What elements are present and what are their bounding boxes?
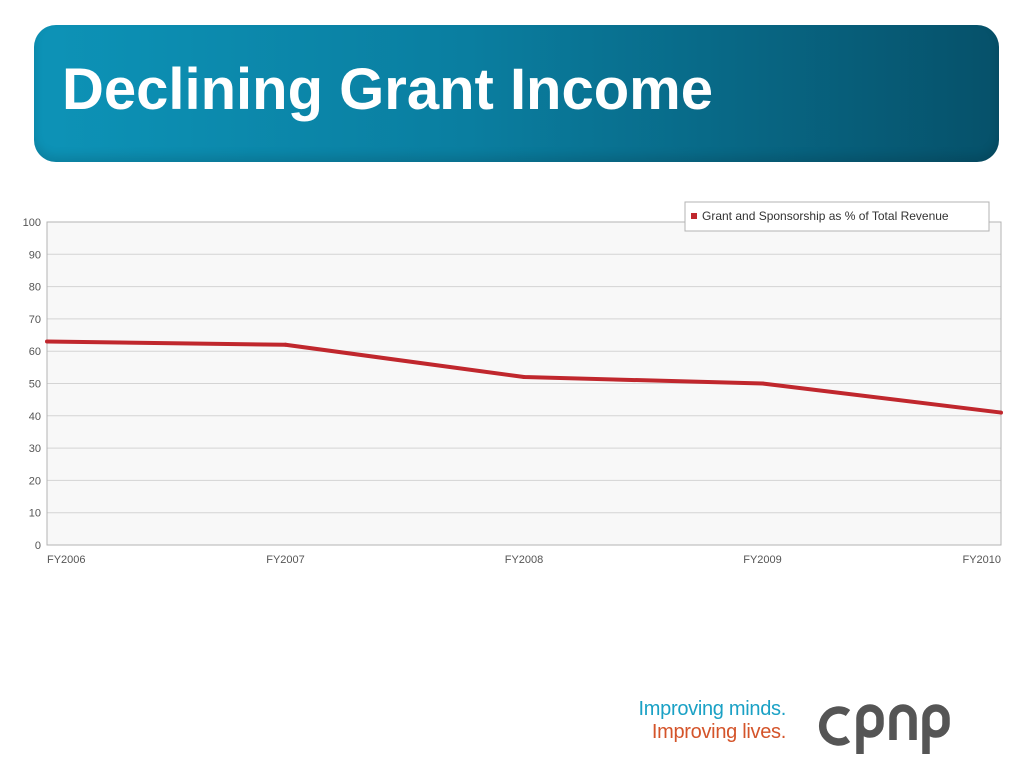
x-tick-label: FY2006 [47, 554, 86, 566]
legend-swatch [691, 213, 697, 219]
y-tick-label: 100 [23, 217, 41, 229]
legend-box [684, 201, 990, 232]
logo-tagline-2: Improving lives. [651, 721, 786, 743]
x-tick-label: FY2009 [743, 554, 782, 566]
legend-label: Grant and Sponsorship as % of Total Reve… [702, 209, 949, 223]
y-tick-label: 0 [35, 540, 41, 552]
logo-tagline-1: Improving minds. [638, 698, 787, 720]
plot-frame [46, 221, 1002, 546]
data-point [45, 339, 49, 344]
slide-title: Declining Grant Income [62, 57, 713, 122]
y-tick-label: 60 [29, 346, 41, 358]
y-tick-label: 30 [29, 443, 41, 455]
y-tick-label: 50 [29, 379, 41, 391]
x-tick-label: FY2008 [505, 554, 544, 566]
title-banner: Declining Grant Income [34, 25, 999, 162]
cpnp-wordmark-icon [818, 704, 950, 754]
line-chart: 0 10 20 30 40 50 60 70 80 90 100 FY2006 FY2007 FY2008… [0, 190, 1010, 580]
data-point [522, 375, 526, 380]
y-tick-label: 70 [29, 314, 41, 326]
x-tick-label: FY2010 [962, 554, 1001, 566]
data-point [283, 342, 288, 347]
x-tick-label: FY2007 [266, 554, 305, 566]
data-point [760, 381, 765, 386]
y-tick-label: 10 [29, 508, 41, 520]
cpnp-logo: Improving minds. Improving lives. [630, 694, 970, 758]
y-tick-label: 90 [29, 249, 41, 261]
chart-svg: 0 10 20 30 40 50 60 70 80 90 100 FY2006 FY2007 FY2008… [23, 201, 1003, 566]
y-tick-label: 20 [29, 475, 41, 487]
data-point [999, 410, 1003, 415]
y-tick-label: 80 [29, 282, 41, 294]
y-tick-label: 40 [29, 411, 41, 423]
